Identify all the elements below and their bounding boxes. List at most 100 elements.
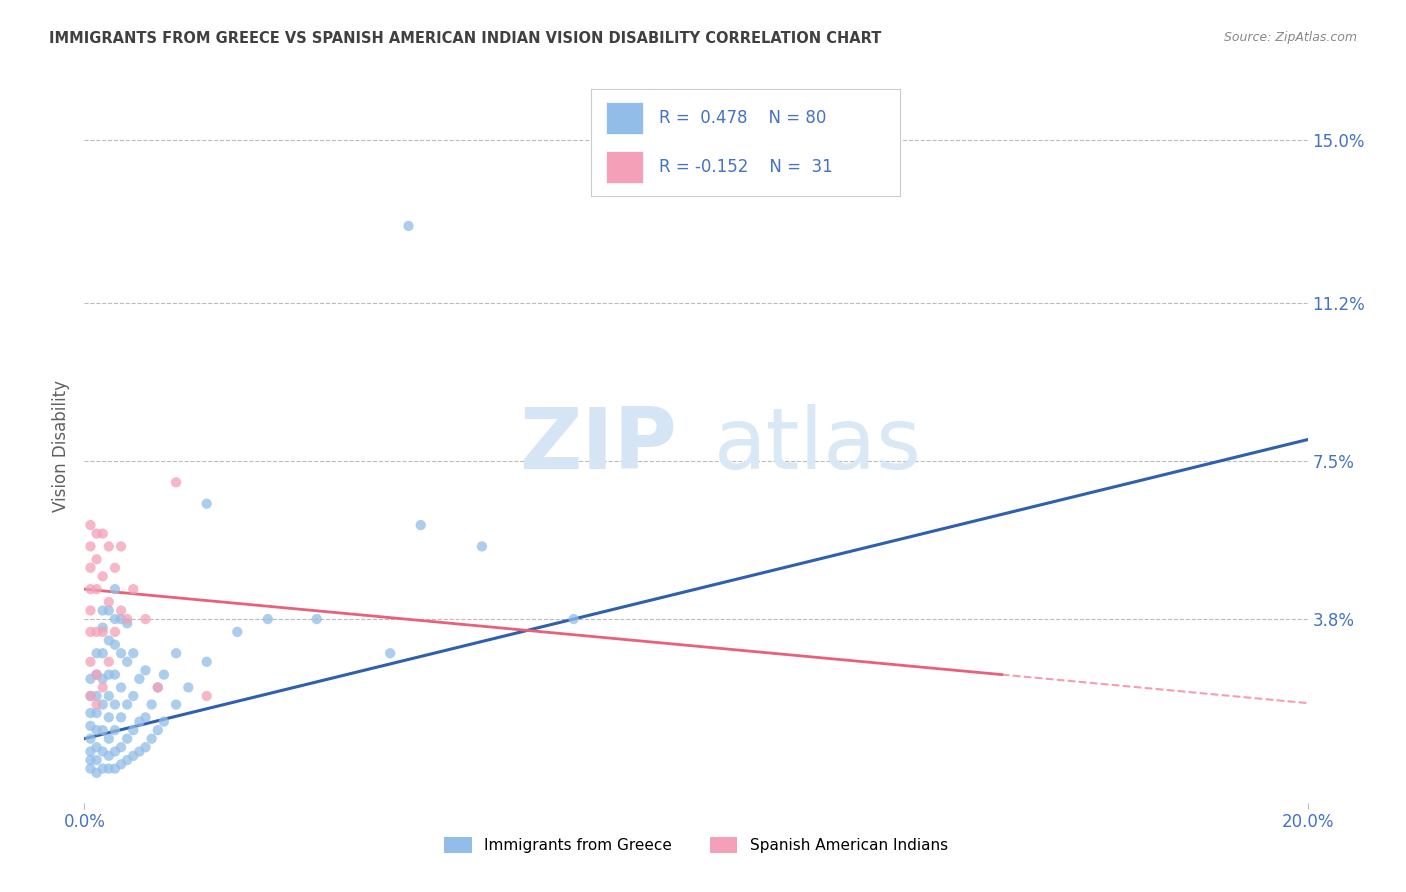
Point (305, 612, 328, 626)
Text: R = -0.152    N =  31: R = -0.152 N = 31 (658, 159, 832, 177)
Point (165, 646, 187, 660)
Point (110, 603, 132, 617)
Point (110, 710, 132, 724)
Point (91, 745, 114, 759)
Point (79, 745, 101, 759)
Point (86, 646, 108, 660)
Point (146, 681, 169, 695)
Point (79, 672, 101, 686)
Point (177, 681, 200, 695)
Point (86, 624, 108, 639)
Point (104, 698, 127, 712)
Bar (606, 102, 643, 134)
Point (122, 689, 145, 703)
Point (146, 723, 169, 738)
Point (226, 624, 249, 639)
Point (165, 475, 187, 490)
Point (79, 689, 101, 703)
Point (153, 714, 176, 729)
Point (135, 740, 157, 755)
Point (79, 540, 101, 554)
Point (97, 731, 120, 746)
Point (91, 569, 114, 583)
Point (91, 681, 114, 695)
Point (86, 698, 108, 712)
Point (79, 561, 101, 575)
Point (122, 723, 145, 738)
Point (104, 745, 127, 759)
Point (110, 681, 132, 695)
Point (97, 540, 120, 554)
Point (165, 698, 187, 712)
Point (104, 582, 127, 596)
Point (115, 612, 138, 626)
Legend: Immigrants from Greece, Spanish American Indians: Immigrants from Greece, Spanish American… (439, 831, 953, 859)
Point (115, 616, 138, 631)
Point (91, 646, 114, 660)
Point (86, 667, 108, 681)
Text: atlas: atlas (714, 404, 922, 488)
Point (110, 540, 132, 554)
Point (86, 689, 108, 703)
Point (122, 748, 145, 763)
Point (135, 710, 157, 724)
Point (153, 667, 176, 681)
Point (97, 689, 120, 703)
Point (86, 667, 108, 681)
Point (195, 497, 218, 511)
Point (79, 582, 101, 596)
Point (79, 624, 101, 639)
Point (86, 765, 108, 780)
Point (141, 731, 163, 746)
Point (79, 719, 101, 733)
Point (257, 612, 280, 626)
Point (110, 757, 132, 772)
Point (79, 706, 101, 720)
Point (471, 540, 494, 554)
Point (146, 681, 169, 695)
Point (97, 667, 120, 681)
Point (91, 624, 114, 639)
Point (122, 646, 145, 660)
Point (97, 603, 120, 617)
Point (104, 612, 127, 626)
Text: Source: ZipAtlas.com: Source: ZipAtlas.com (1223, 31, 1357, 45)
Point (91, 621, 114, 635)
Point (86, 552, 108, 566)
Point (128, 714, 150, 729)
Point (110, 612, 132, 626)
Point (122, 582, 145, 596)
Point (115, 753, 138, 767)
Point (86, 740, 108, 755)
Point (115, 655, 138, 669)
Point (141, 698, 163, 712)
Point (97, 633, 120, 648)
Point (135, 612, 157, 626)
Point (128, 745, 150, 759)
Point (380, 646, 402, 660)
Y-axis label: Vision Disability: Vision Disability (52, 380, 70, 512)
Point (398, 219, 420, 233)
Point (409, 518, 432, 533)
Point (86, 582, 108, 596)
Point (86, 753, 108, 767)
Point (91, 603, 114, 617)
Bar (606, 152, 643, 184)
Point (104, 561, 127, 575)
Point (128, 672, 150, 686)
Point (79, 762, 101, 776)
Point (91, 526, 114, 541)
Point (115, 731, 138, 746)
Point (115, 698, 138, 712)
Point (86, 723, 108, 738)
Point (104, 638, 127, 652)
Point (79, 603, 101, 617)
Text: IMMIGRANTS FROM GREECE VS SPANISH AMERICAN INDIAN VISION DISABILITY CORRELATION : IMMIGRANTS FROM GREECE VS SPANISH AMERIC… (49, 31, 882, 46)
Point (195, 655, 218, 669)
Point (86, 706, 108, 720)
Point (79, 518, 101, 533)
Point (91, 672, 114, 686)
Point (562, 612, 585, 626)
Point (79, 731, 101, 746)
Point (97, 710, 120, 724)
